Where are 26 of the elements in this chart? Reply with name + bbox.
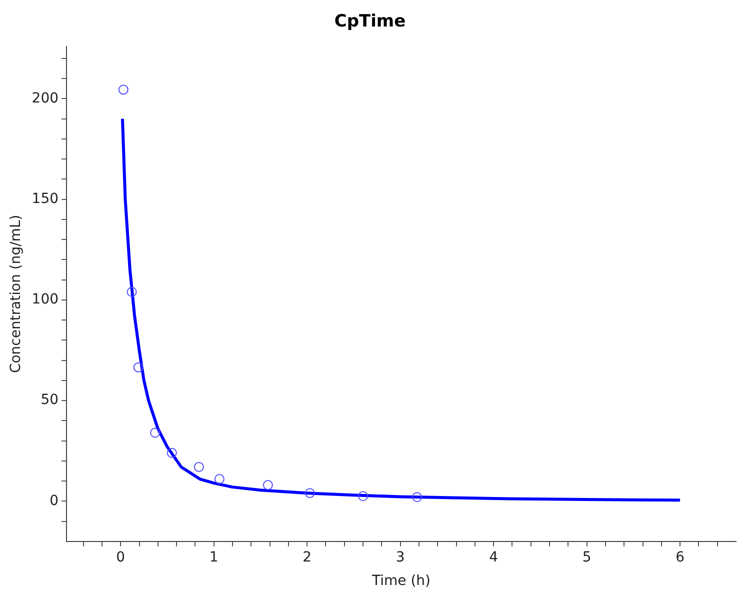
y-tick-label: 0 <box>50 492 59 509</box>
point <box>358 491 368 502</box>
point <box>133 362 144 372</box>
x-tick-label: 3 <box>396 549 405 566</box>
point <box>126 286 137 297</box>
x-tick-label: 2 <box>302 549 312 566</box>
point <box>118 84 128 95</box>
x-axis-title: Time (h) <box>371 573 431 590</box>
point <box>262 480 273 490</box>
x-tick-label: 4 <box>489 549 498 566</box>
x-tick-label: 1 <box>209 549 218 566</box>
y-tick-label: 100 <box>32 292 59 308</box>
y-tick-label: 150 <box>32 190 59 207</box>
x-tick-label: 5 <box>582 549 592 566</box>
point <box>304 488 315 498</box>
point <box>166 448 177 458</box>
point <box>412 492 422 502</box>
chart-title: CpTime <box>334 12 406 32</box>
point <box>214 474 224 484</box>
point <box>150 428 160 438</box>
y-axis-title: Concentration (ng/mL) <box>8 214 24 374</box>
y-tick-label: 200 <box>32 90 59 106</box>
x-tick-label: 6 <box>676 549 685 566</box>
y-tick-label: 50 <box>40 392 59 408</box>
x-tick-label: 0 <box>116 549 126 566</box>
point <box>194 462 204 472</box>
